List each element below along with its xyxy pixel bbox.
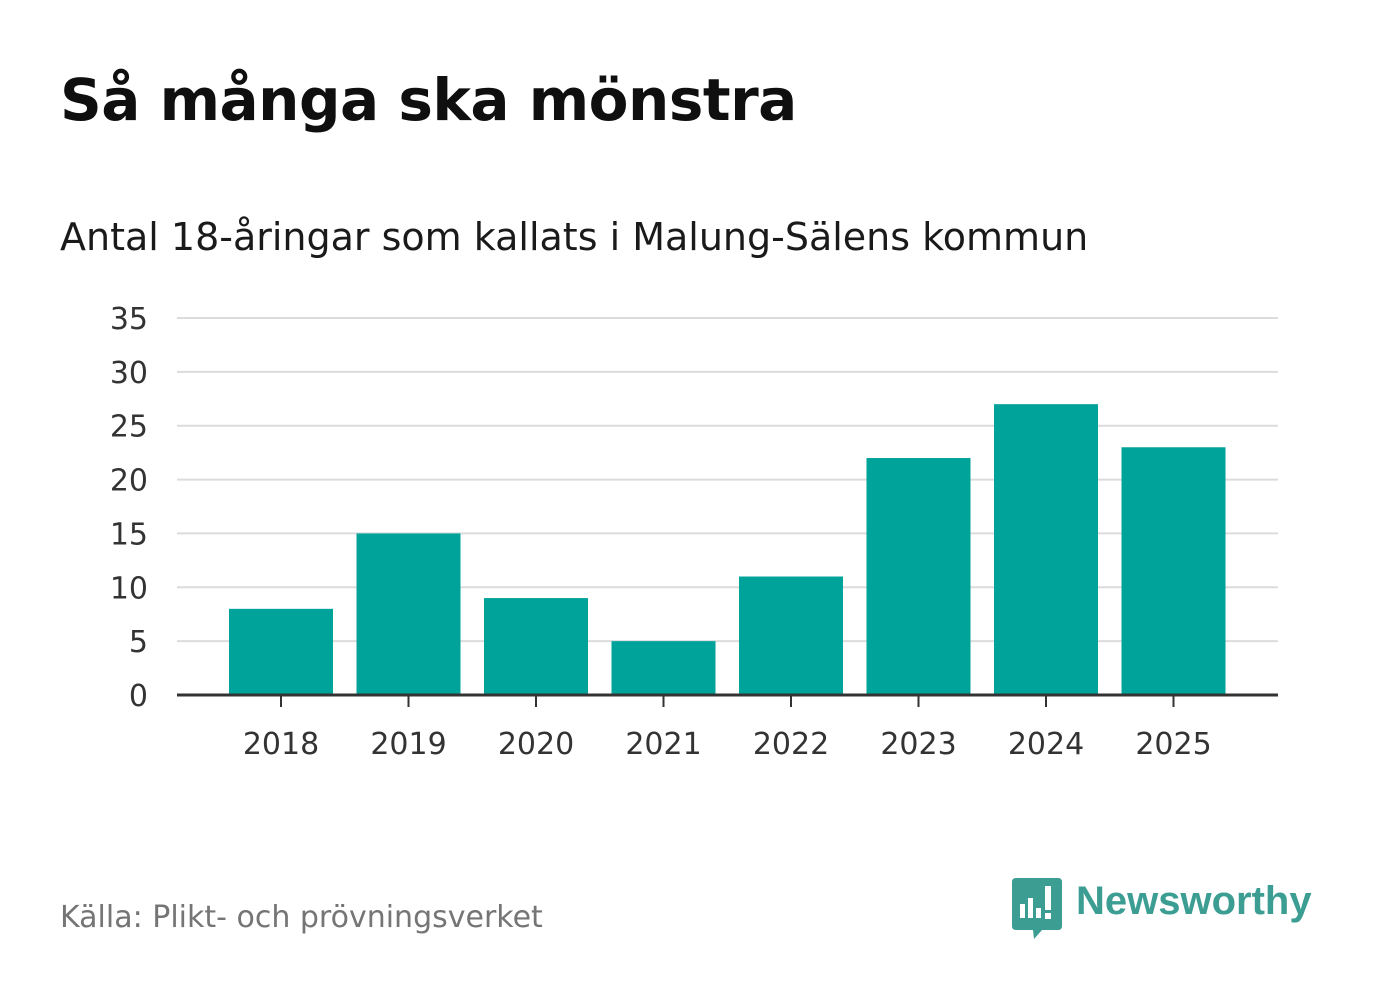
y-tick-label-25: 25 [110, 410, 148, 445]
source-note: Källa: Plikt- och prövningsverket [60, 900, 543, 935]
chart-subtitle: Antal 18-åringar som kallats i Malung-Sä… [60, 215, 1089, 259]
bar-2024 [994, 404, 1098, 695]
x-tick-label-2021: 2021 [625, 727, 701, 762]
x-tick-label-2022: 2022 [753, 727, 829, 762]
x-axis [177, 693, 1278, 707]
bar-2025 [1121, 447, 1226, 695]
x-tick-label-2018: 2018 [243, 727, 319, 762]
y-tick-label-35: 35 [110, 302, 148, 337]
bar-2021 [611, 641, 716, 695]
x-axis-ticks: 2018 2019 2020 2021 2022 2023 2024 2025 [243, 727, 1212, 762]
x-tick-label-2019: 2019 [370, 727, 446, 762]
y-tick-label-30: 30 [110, 356, 148, 391]
grid-lines [177, 317, 1278, 643]
y-tick-label-10: 10 [110, 571, 148, 606]
bar-2019 [356, 533, 461, 695]
bar-2023 [866, 458, 971, 695]
y-tick-label-20: 20 [110, 464, 148, 499]
x-tick-label-2025: 2025 [1135, 727, 1211, 762]
x-tick-label-2020: 2020 [498, 727, 574, 762]
x-tick-label-2023: 2023 [880, 727, 956, 762]
x-tick-label-2024: 2024 [1008, 727, 1084, 762]
chart-title: Så många ska mönstra [60, 66, 797, 134]
y-tick-label-5: 5 [129, 625, 148, 660]
newsworthy-logo-icon [1012, 878, 1062, 939]
brand-logo: Newsworthy [1012, 878, 1312, 940]
bar-2020 [484, 598, 588, 695]
bars [229, 404, 1226, 695]
brand-name: Newsworthy [1076, 878, 1312, 923]
y-tick-label-15: 15 [110, 517, 148, 552]
bar-2018 [229, 608, 333, 695]
y-axis-ticks: 0 5 10 15 20 25 30 35 [110, 302, 148, 714]
bar-2022 [739, 576, 843, 695]
y-tick-label-0: 0 [129, 679, 148, 714]
